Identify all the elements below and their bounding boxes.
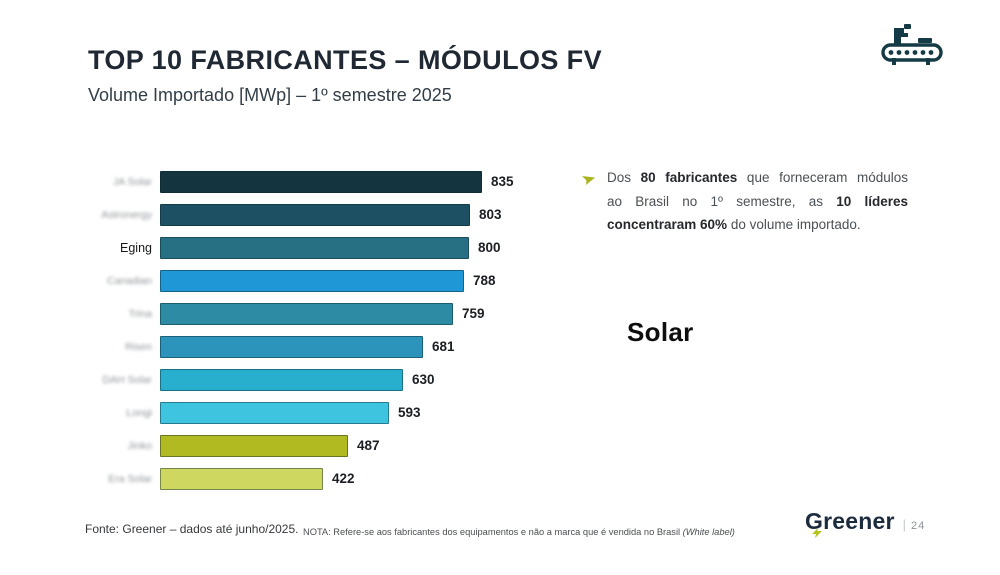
lime-arrow-icon [582,173,595,185]
bolt-icon [812,517,822,538]
bar-value: 800 [478,240,501,255]
bar-label: Eging [120,240,152,255]
bar-label: Trina [128,307,152,320]
source-text: Fonte: Greener – dados até junho/2025. [85,522,299,536]
bar-label: Jinko [127,439,152,452]
insight-note: Dos 80 fabricantes que forneceram módulo… [580,166,908,237]
bar-value: 422 [332,471,355,486]
bar-label: JA Solar [112,175,152,188]
bar-label: Era Solar [108,472,152,485]
bar [160,368,403,391]
bar-chart: JA Solar 835 Astronergy 803 Eging 800 Canadian… [85,165,605,495]
note-line: concentraram 60% do volume importado. [607,217,861,232]
bar [160,269,464,292]
bar-value: 487 [357,438,380,453]
bar-row: DAH Solar 630 [85,363,605,396]
bar [160,434,348,457]
bar-row: Era Solar 422 [85,462,605,495]
bar [160,467,323,490]
note-line: ao Brasil no 1º semestre, as 10 líderes [607,193,909,209]
bar-value: 788 [473,273,496,288]
bar-row: Astronergy 803 [85,198,605,231]
bar [160,335,423,358]
bar-value: 593 [398,405,421,420]
bar-label: DAH Solar [102,373,152,386]
bar-value: 835 [491,174,514,189]
page-title: TOP 10 FABRICANTES – MÓDULOS FV [88,45,602,75]
bar-label: Risen [125,340,152,353]
footnote-text: NOTA: Refere-se aos fabricantes dos equi… [303,527,735,537]
greener-logo-text: Greener [805,508,895,538]
bar-value: 681 [432,339,455,354]
footnote-italic: (White label) [682,527,735,537]
bar-row: Trina 759 [85,297,605,330]
bar-row: Longi 593 [85,396,605,429]
bar-row: Eging 800 [85,231,605,264]
bar [160,236,469,259]
bar-value: 630 [412,372,435,387]
note-line: Dos 80 fabricantes que forneceram módulo… [607,170,909,185]
logo-separator: | [902,517,907,532]
bar [160,302,453,325]
footnote-main: NOTA: Refere-se aos fabricantes dos equi… [303,527,683,537]
bar [160,203,470,226]
page-number: 24 [911,520,926,532]
bar-value: 759 [462,306,485,321]
factory-conveyor-icon [880,20,946,66]
bar-label: Longi [126,406,152,419]
greener-logo: Greener | 24 [805,508,926,538]
overlay-word-solar: Solar [627,317,694,347]
bar-row: Risen 681 [85,330,605,363]
bar [160,401,389,424]
note-text: Dos 80 fabricantes que forneceram módulo… [607,166,908,237]
bar-label: Astronergy [101,208,152,221]
bar-row: JA Solar 835 [85,165,605,198]
bar-label: Canadian [107,274,152,287]
bar-row: Jinko 487 [85,429,605,462]
bar-value: 803 [479,207,502,222]
bar-row: Canadian 788 [85,264,605,297]
page-subtitle: Volume Importado [MWp] – 1º semestre 202… [88,85,452,105]
bar [160,170,482,193]
